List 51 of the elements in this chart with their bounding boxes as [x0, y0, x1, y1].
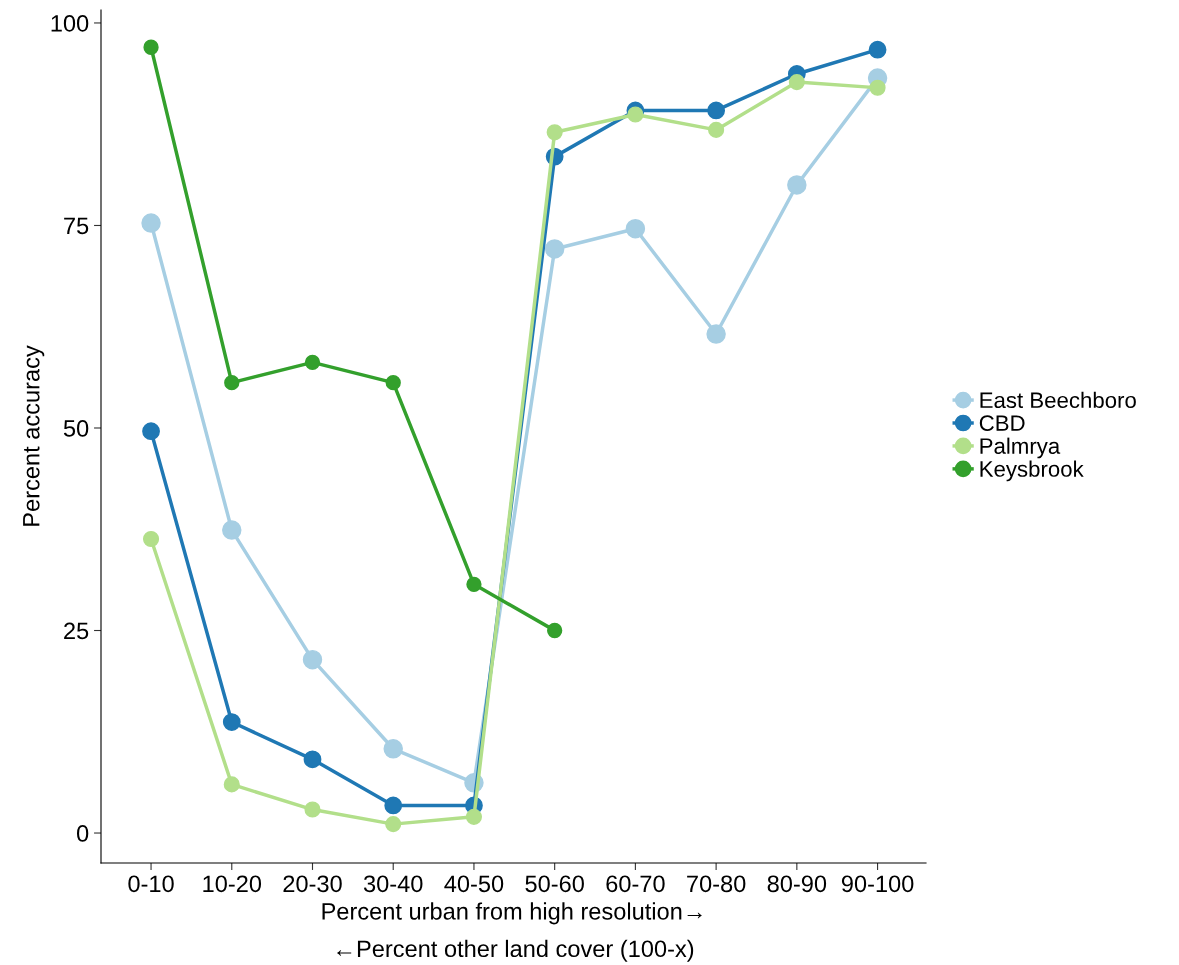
point [384, 796, 403, 815]
y-tick-label: 75 [64, 217, 89, 235]
point [708, 121, 725, 138]
x-tick-label: 40-50 [444, 875, 504, 893]
point [303, 750, 322, 769]
legend-label: East Beechboro [980, 391, 1136, 409]
point [869, 79, 886, 96]
x-tick-label: 50-60 [525, 875, 584, 893]
point [868, 40, 887, 59]
x-tick-label: 70-80 [687, 875, 746, 893]
point [142, 422, 160, 441]
point [544, 239, 565, 259]
x-tick-label: 30-40 [363, 875, 423, 893]
point [466, 576, 482, 592]
point [383, 739, 403, 759]
point [304, 354, 321, 371]
point [546, 124, 563, 141]
point [304, 801, 321, 818]
point [302, 649, 323, 670]
point [465, 808, 483, 825]
y-tick-label: 50 [63, 420, 89, 437]
x-axis-title: Percent urban from high resolution→ ←Percent other land cover (100-x) [322, 902, 702, 962]
x-tick-label: 60-70 [606, 875, 665, 893]
legend-label: CBD [979, 415, 1025, 431]
point [787, 175, 807, 195]
point [142, 530, 160, 548]
point [141, 213, 161, 233]
point [385, 374, 401, 391]
x-tick-label: 10-20 [203, 875, 262, 893]
legend-label: Palmrya [980, 437, 1061, 459]
point [627, 106, 644, 123]
point [222, 713, 241, 731]
x-tick-label: 80-90 [767, 875, 827, 893]
y-tick-label: 100 [51, 15, 89, 32]
point [625, 218, 646, 239]
point [222, 520, 242, 540]
point [143, 39, 159, 55]
point [788, 74, 805, 91]
legend-label: Keysbrook [980, 460, 1084, 482]
y-axis-title: Percent accuracy [23, 345, 45, 526]
point [385, 816, 402, 833]
point [223, 776, 240, 793]
y-tick-label: 0 [76, 825, 89, 842]
point [224, 374, 240, 391]
x-tick-label: 90-100 [841, 875, 914, 893]
x-tick-label: 0-10 [128, 875, 174, 893]
point [707, 101, 726, 120]
point [706, 324, 726, 344]
point [547, 622, 563, 639]
y-tick-label: 25 [64, 622, 89, 640]
x-tick-label: 20-30 [283, 875, 342, 893]
